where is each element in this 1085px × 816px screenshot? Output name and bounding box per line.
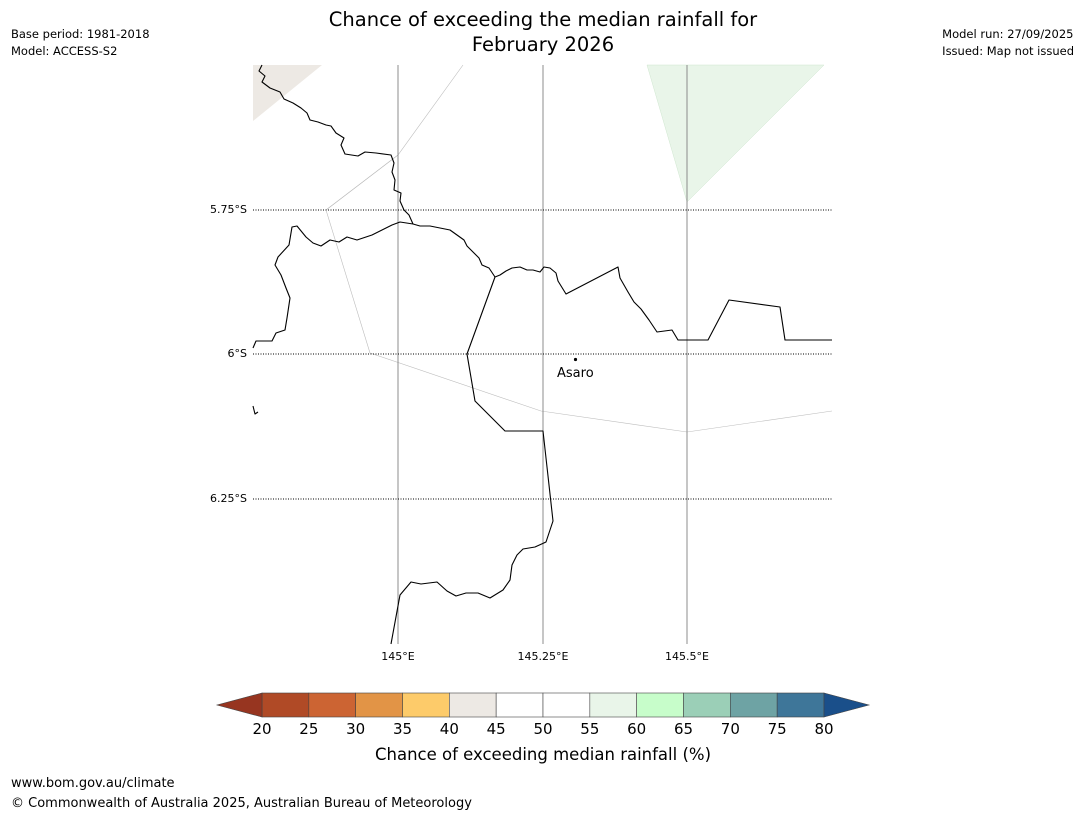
region-light-green xyxy=(646,64,825,203)
base-period-text: Base period: 1981-2018 xyxy=(11,27,150,41)
title-line-2: February 2026 xyxy=(471,33,615,56)
colorbar-tick-label: 60 xyxy=(627,720,647,738)
colorbar-tick-label: 55 xyxy=(580,720,600,738)
colorbar-label: Chance of exceeding median rainfall (%) xyxy=(374,745,712,764)
model-text: Model: ACCESS-S2 xyxy=(11,44,118,58)
lat-label-6: 6°S xyxy=(227,347,247,360)
colorbar-cell xyxy=(449,692,497,718)
meta-left: Base period: 1981-2018 Model: ACCESS-S2 xyxy=(11,26,150,60)
colorbar-tick-label: 70 xyxy=(720,720,740,738)
lat-label-5-75: 5.75°S xyxy=(210,203,247,216)
colorbar-tick-label: 50 xyxy=(533,720,553,738)
colorbar-tick-label: 20 xyxy=(252,720,272,738)
colorbar-cells xyxy=(261,692,825,718)
colorbar-cell xyxy=(589,692,637,718)
colorbar-tick-label: 25 xyxy=(299,720,319,738)
colorbar-cell xyxy=(683,692,731,718)
footer-url: www.bom.gov.au/climate xyxy=(11,776,175,791)
asaro-town-marker xyxy=(573,357,578,362)
colorbar-cell xyxy=(308,692,356,718)
colorbar-over-arrow xyxy=(823,692,871,718)
title-line-1: Chance of exceeding the median rainfall … xyxy=(328,8,758,31)
model-run-text: Model run: 27/09/2025 xyxy=(942,27,1074,41)
boundaries xyxy=(252,64,832,645)
place-label-asaro: Asaro xyxy=(557,366,594,381)
lon-label-145: 145°E xyxy=(381,650,415,663)
parallels xyxy=(253,209,832,500)
lon-label-145-25: 145.25°E xyxy=(517,650,569,663)
colorbar-cell xyxy=(495,692,544,718)
colorbar-cell xyxy=(730,692,778,718)
colorbar-cell xyxy=(402,692,450,718)
meta-right: Model run: 27/09/2025 Issued: Map not is… xyxy=(942,26,1074,60)
colorbar-tick-label: 80 xyxy=(814,720,834,738)
colorbar-tick-label: 40 xyxy=(439,720,459,738)
meridians xyxy=(397,65,688,644)
issued-text: Issued: Map not issued xyxy=(942,44,1074,58)
lat-label-6-25: 6.25°S xyxy=(210,492,247,505)
map-title: Chance of exceeding the median rainfall … xyxy=(243,7,843,57)
colorbar-under-arrow xyxy=(215,692,263,718)
footer-copyright: © Commonwealth of Australia 2025, Austra… xyxy=(11,796,472,811)
colorbar-tick-label: 75 xyxy=(767,720,787,738)
colorbar-tick-label: 30 xyxy=(346,720,366,738)
colorbar-tick-label: 45 xyxy=(486,720,506,738)
colorbar-cell xyxy=(261,692,310,718)
colorbar-tick-label: 35 xyxy=(392,720,413,738)
colorbar-tick-label: 65 xyxy=(673,720,694,738)
colorbar-cell xyxy=(542,692,591,718)
colorbar-cell xyxy=(776,692,825,718)
colorbar-cell xyxy=(636,692,684,718)
lon-label-145-5: 145.5°E xyxy=(665,650,709,663)
colorbar-cell xyxy=(355,692,403,718)
region-light-tan xyxy=(253,65,322,121)
